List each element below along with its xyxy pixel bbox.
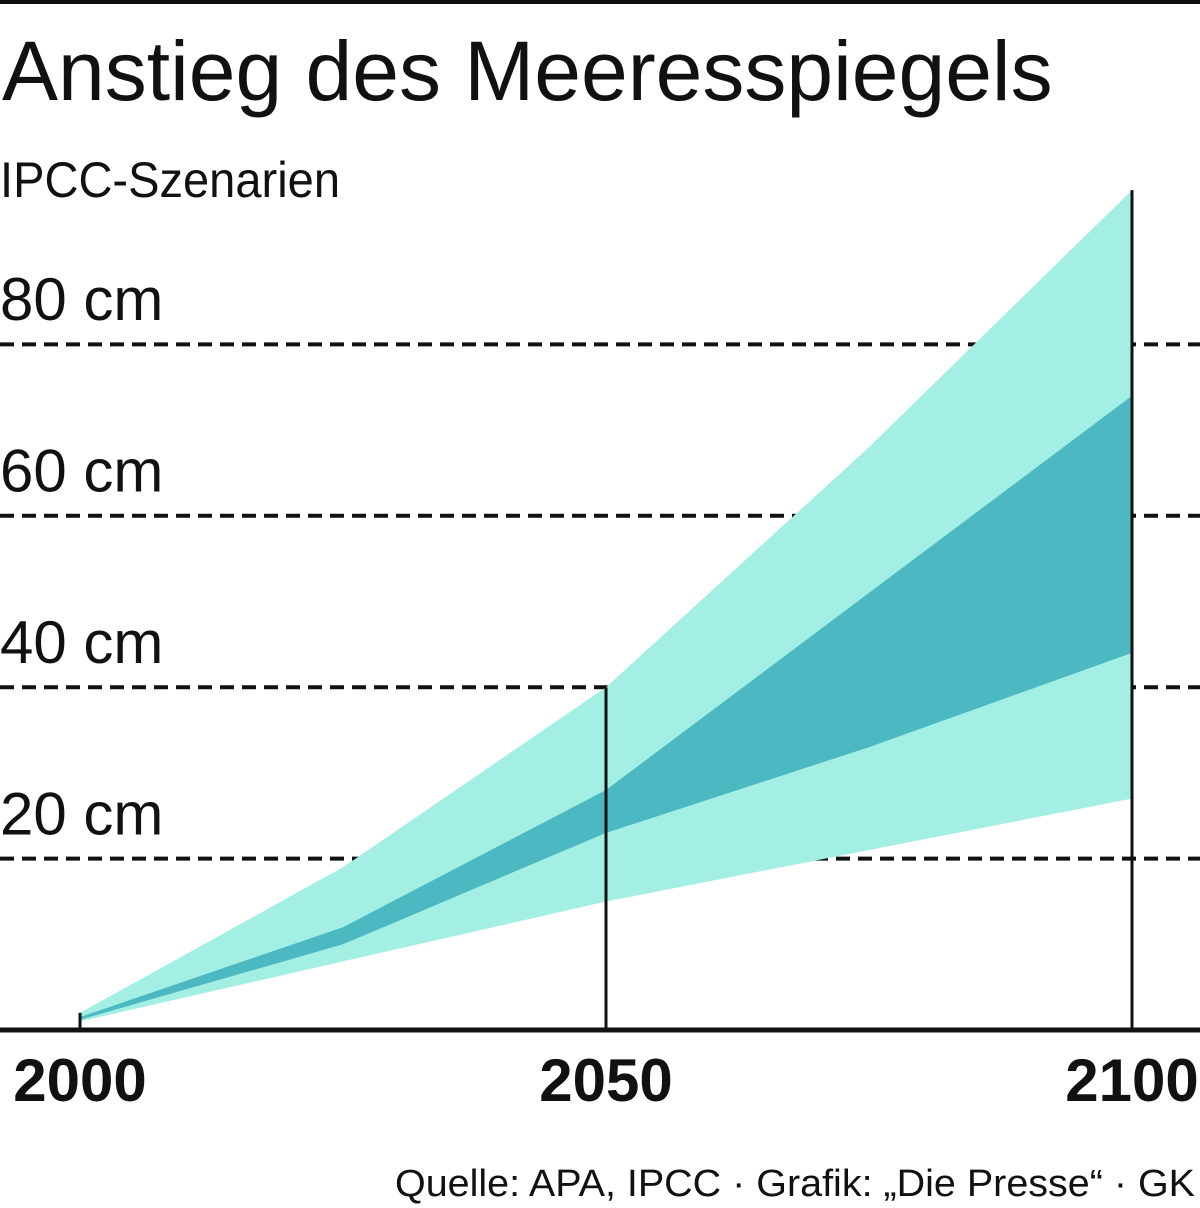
x-tick-label: 2050 <box>539 1047 672 1114</box>
x-tick-label: 2100 <box>1065 1047 1198 1114</box>
y-tick-label: 20 cm <box>0 780 163 847</box>
y-tick-label: 60 cm <box>0 438 163 505</box>
band <box>80 395 1132 1020</box>
x-tick-label: 2000 <box>13 1047 146 1114</box>
source: Quelle: APA, IPCC · Grafik: „Die Presse“… <box>395 1163 1195 1205</box>
y-tick-label: 40 cm <box>0 609 163 676</box>
chart-title: Anstieg des Meeresspiegels <box>2 24 1053 118</box>
chart-subtitle: IPCC-Szenarien <box>0 152 340 208</box>
band <box>80 190 1132 1022</box>
y-tick-label: 80 cm <box>0 266 163 333</box>
